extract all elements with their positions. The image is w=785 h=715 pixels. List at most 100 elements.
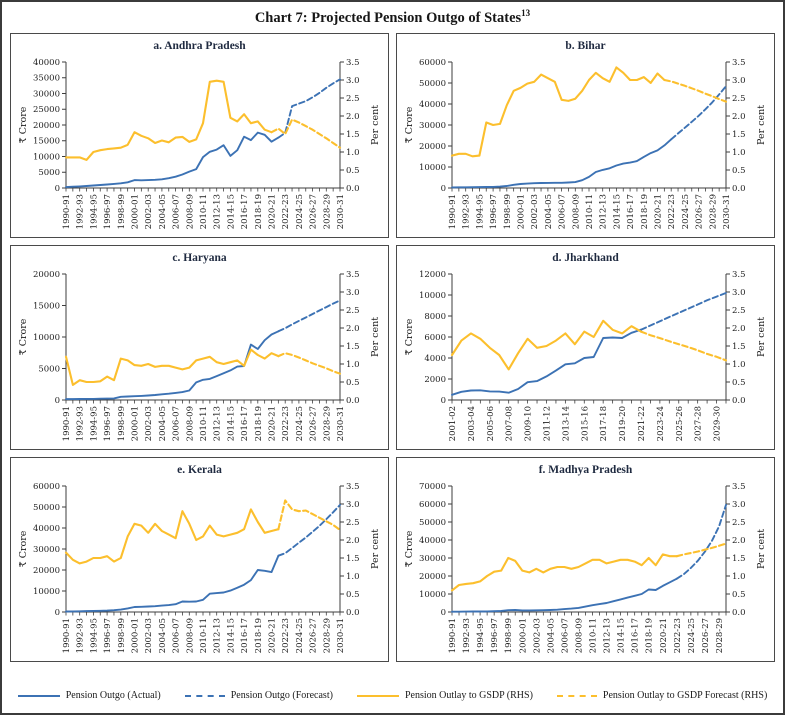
svg-text:2010-11: 2010-11 xyxy=(199,194,209,229)
panel-title-jharkhand: d. Jharkhand xyxy=(552,251,619,264)
svg-text:2.0: 2.0 xyxy=(346,536,360,546)
svg-text:2010-11: 2010-11 xyxy=(588,618,598,653)
svg-text:2030-31: 2030-31 xyxy=(336,406,346,441)
svg-text:2014-15: 2014-15 xyxy=(612,194,622,229)
svg-text:1.5: 1.5 xyxy=(346,130,360,140)
svg-text:1.5: 1.5 xyxy=(732,130,746,140)
svg-text:0.0: 0.0 xyxy=(346,184,360,194)
panel-title-kerala: e. Kerala xyxy=(177,463,222,476)
svg-text:1.0: 1.0 xyxy=(346,148,360,158)
svg-text:20000: 20000 xyxy=(418,572,445,582)
svg-text:0: 0 xyxy=(440,184,445,194)
svg-text:1992-93: 1992-93 xyxy=(75,406,85,441)
svg-text:2007-08: 2007-08 xyxy=(504,406,514,441)
svg-text:2024-25: 2024-25 xyxy=(294,618,304,653)
svg-text:1.0: 1.0 xyxy=(732,360,746,370)
svg-text:2026-27: 2026-27 xyxy=(694,194,704,229)
svg-text:2014-15: 2014-15 xyxy=(226,618,236,653)
svg-text:2020-21: 2020-21 xyxy=(658,618,668,653)
svg-text:40000: 40000 xyxy=(418,100,445,110)
svg-text:2002-03: 2002-03 xyxy=(144,194,154,229)
svg-text:Per cent: Per cent xyxy=(370,105,381,145)
svg-text:1992-93: 1992-93 xyxy=(462,618,472,653)
svg-text:1.5: 1.5 xyxy=(732,342,746,352)
svg-text:40000: 40000 xyxy=(32,58,59,68)
svg-text:₹ Crore: ₹ Crore xyxy=(404,106,415,143)
svg-text:1.0: 1.0 xyxy=(732,572,746,582)
svg-text:2012-13: 2012-13 xyxy=(602,618,612,653)
svg-text:2006-07: 2006-07 xyxy=(171,194,181,229)
svg-text:2026-27: 2026-27 xyxy=(308,618,318,653)
svg-text:2.5: 2.5 xyxy=(346,518,360,528)
svg-text:1990-91: 1990-91 xyxy=(62,194,72,229)
svg-text:1994-95: 1994-95 xyxy=(89,406,99,441)
svg-text:2016-17: 2016-17 xyxy=(240,406,250,441)
svg-text:2.5: 2.5 xyxy=(346,306,360,316)
svg-text:2006-07: 2006-07 xyxy=(557,194,567,229)
svg-text:2022-23: 2022-23 xyxy=(667,194,677,229)
svg-text:2018-19: 2018-19 xyxy=(253,618,263,653)
svg-text:0.0: 0.0 xyxy=(732,608,746,618)
svg-text:2017-18: 2017-18 xyxy=(599,406,609,441)
panel-jharkhand: d. Jharkhand 0 2000 4000 6000 8000 10000 12000… xyxy=(396,244,775,450)
legend-item-pension-outgo-forecast: Pension Outgo (Forecast) xyxy=(184,690,333,701)
panel-kerala: e. Kerala 0 10000 20000 30000 40000 50000 6000… xyxy=(10,456,389,662)
svg-text:3.0: 3.0 xyxy=(732,500,746,510)
svg-text:2008-09: 2008-09 xyxy=(185,194,195,229)
svg-text:2012-13: 2012-13 xyxy=(212,194,222,229)
svg-text:0.0: 0.0 xyxy=(732,184,746,194)
svg-text:1990-91: 1990-91 xyxy=(62,406,72,441)
svg-text:15000: 15000 xyxy=(32,136,59,146)
svg-text:10000: 10000 xyxy=(418,291,445,301)
svg-text:12000: 12000 xyxy=(418,270,445,280)
svg-text:1992-93: 1992-93 xyxy=(75,194,85,229)
svg-text:2020-21: 2020-21 xyxy=(653,194,663,229)
svg-text:2022-23: 2022-23 xyxy=(281,194,291,229)
svg-text:10000: 10000 xyxy=(32,333,59,343)
page-title-text: Chart 7: Projected Pension Outgo of Stat… xyxy=(254,9,522,26)
svg-text:20000: 20000 xyxy=(32,121,59,131)
svg-text:1998-99: 1998-99 xyxy=(502,194,512,229)
panel-title-haryana: c. Haryana xyxy=(172,251,227,264)
svg-text:2004-05: 2004-05 xyxy=(157,194,167,229)
svg-text:1996-97: 1996-97 xyxy=(490,618,500,653)
svg-text:1996-97: 1996-97 xyxy=(103,406,113,441)
svg-text:2012-13: 2012-13 xyxy=(212,406,222,441)
svg-text:2000-01: 2000-01 xyxy=(130,194,140,229)
svg-text:2010-11: 2010-11 xyxy=(199,406,209,441)
svg-text:0.5: 0.5 xyxy=(346,378,360,388)
page-title: Chart 7: Projected Pension Outgo of Stat… xyxy=(2,2,783,31)
svg-text:2008-09: 2008-09 xyxy=(574,618,584,653)
svg-text:0.5: 0.5 xyxy=(732,590,746,600)
chart-haryana: 0 5000 10000 15000 20000 0.0 0.5 1.0 1.5 2.0 2.5 3.… xyxy=(18,270,381,442)
svg-text:2005-06: 2005-06 xyxy=(485,406,495,441)
svg-text:2030-31: 2030-31 xyxy=(722,194,732,229)
svg-text:2010-11: 2010-11 xyxy=(199,618,209,653)
svg-text:2014-15: 2014-15 xyxy=(226,194,236,229)
svg-text:2028-29: 2028-29 xyxy=(322,618,332,653)
svg-text:5000: 5000 xyxy=(38,168,60,178)
svg-text:1994-95: 1994-95 xyxy=(475,194,485,229)
svg-text:3.5: 3.5 xyxy=(346,58,360,68)
svg-text:₹ Crore: ₹ Crore xyxy=(18,106,29,143)
svg-text:0.5: 0.5 xyxy=(732,166,746,176)
svg-text:2024-25: 2024-25 xyxy=(680,194,690,229)
svg-text:2020-21: 2020-21 xyxy=(267,194,277,229)
svg-text:15000: 15000 xyxy=(32,301,59,311)
svg-text:2023-24: 2023-24 xyxy=(655,406,665,441)
chart-bihar: 0 10000 20000 30000 40000 50000 60000 0.0 0.5 1.0… xyxy=(404,58,767,230)
legend-label: Pension Outlay to GSDP (RHS) xyxy=(404,690,533,701)
svg-text:1992-93: 1992-93 xyxy=(461,194,471,229)
svg-text:2000-01: 2000-01 xyxy=(130,406,140,441)
svg-text:40000: 40000 xyxy=(418,536,445,546)
svg-text:2016-17: 2016-17 xyxy=(240,618,250,653)
svg-text:30000: 30000 xyxy=(418,554,445,564)
svg-text:3.0: 3.0 xyxy=(732,76,746,86)
svg-text:2015-16: 2015-16 xyxy=(580,406,590,441)
svg-text:3.0: 3.0 xyxy=(346,288,360,298)
svg-text:2008-09: 2008-09 xyxy=(571,194,581,229)
svg-text:2.5: 2.5 xyxy=(732,94,746,104)
svg-text:1990-91: 1990-91 xyxy=(448,618,458,653)
chart-madhya-pradesh: 0 10000 20000 30000 40000 50000 60000 70000 0.0 0… xyxy=(404,482,767,654)
svg-text:1.0: 1.0 xyxy=(346,572,360,582)
